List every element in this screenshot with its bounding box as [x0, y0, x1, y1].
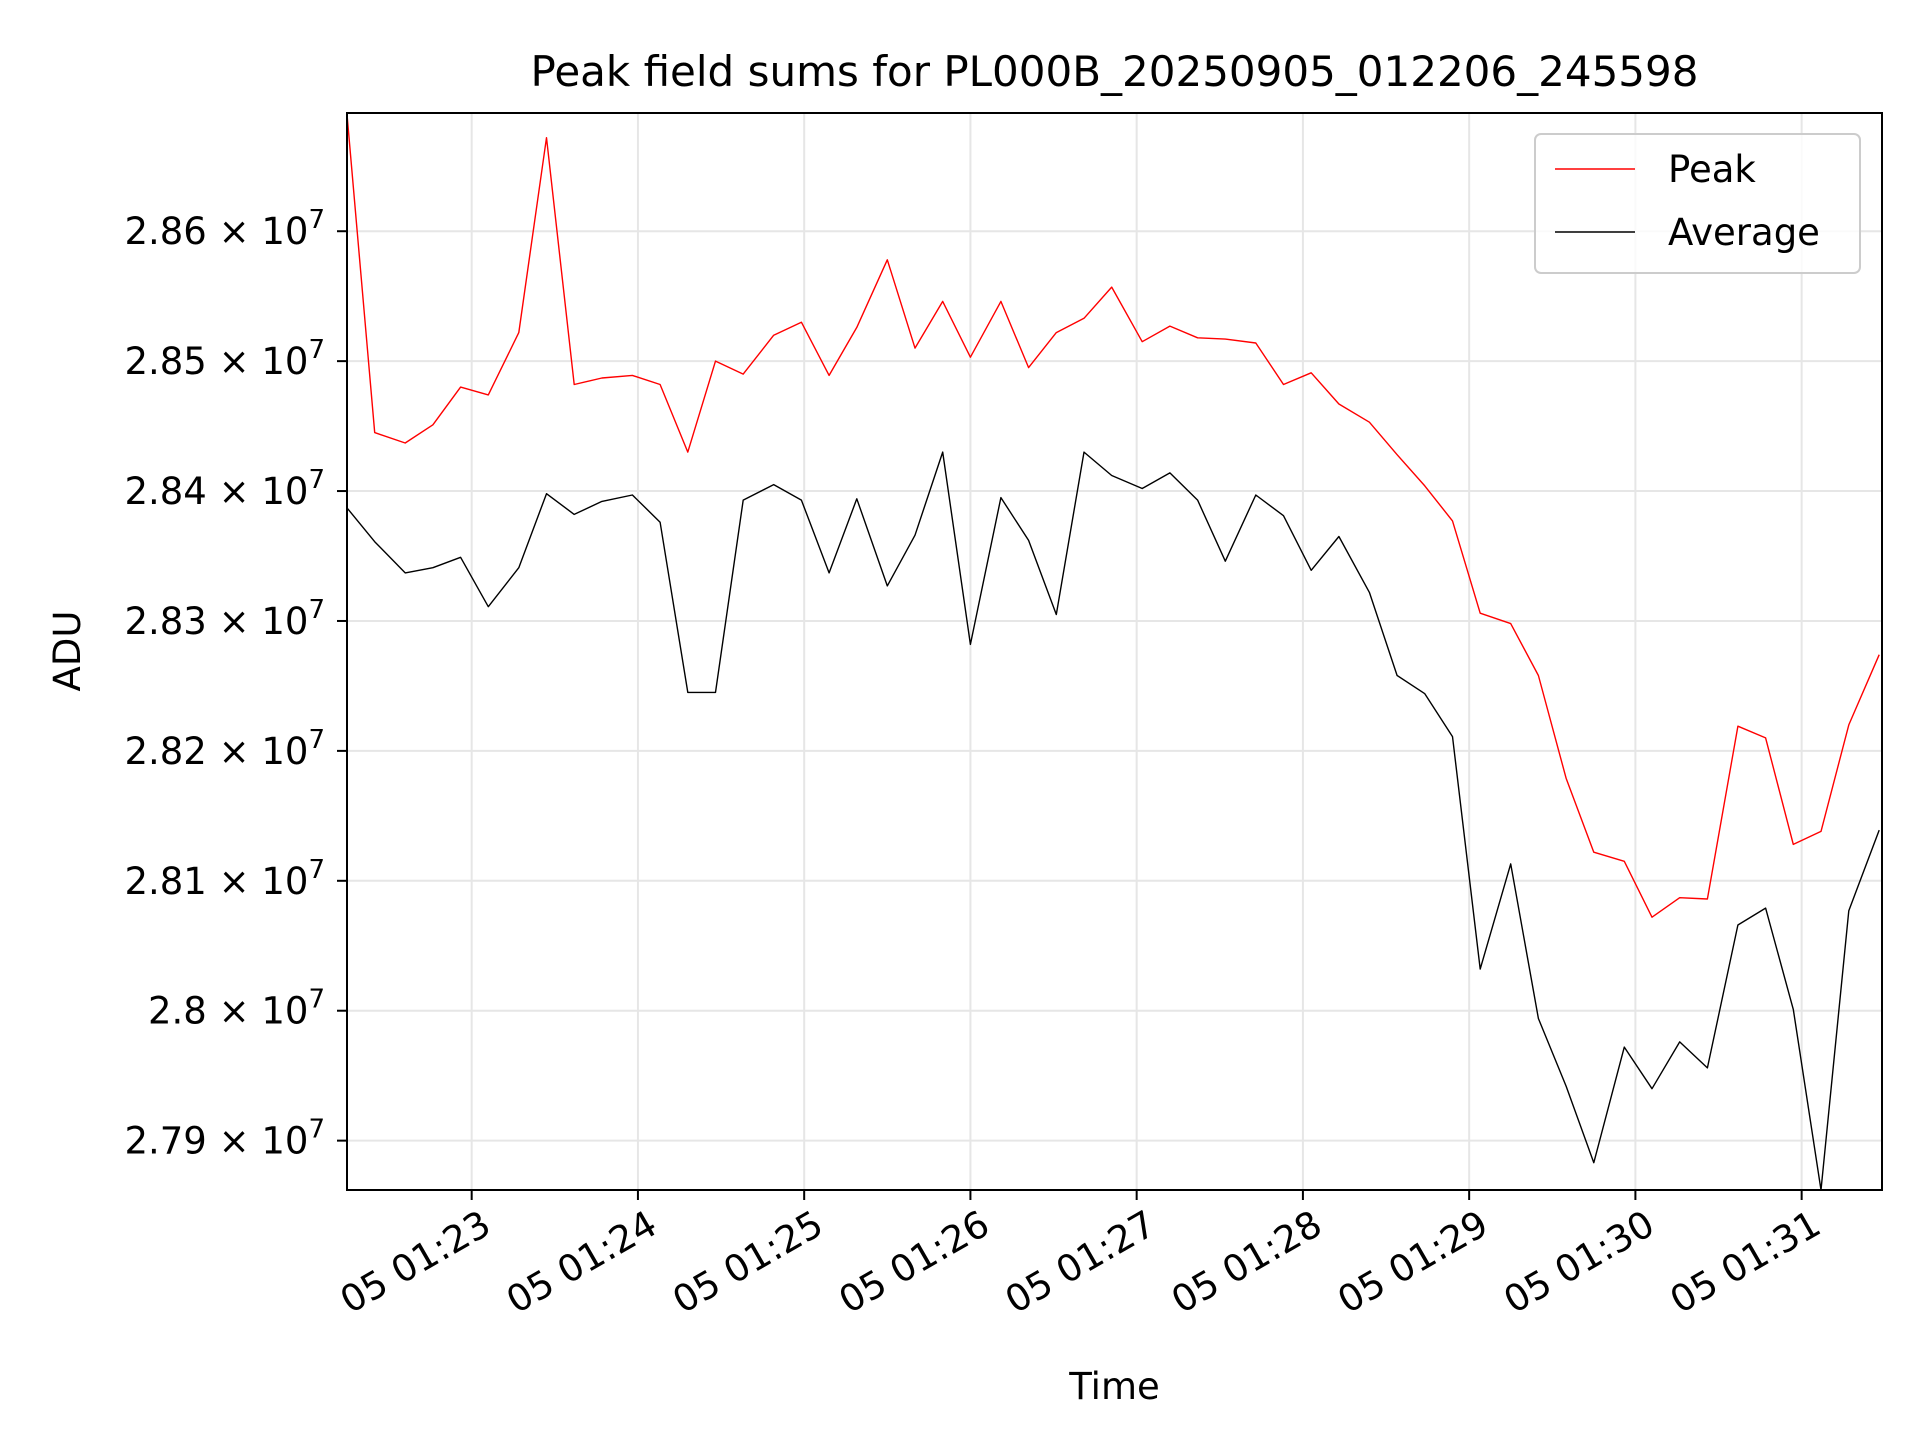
y-axis-label: ADU — [46, 611, 89, 692]
y-tick-label: 2.82 × 107 — [124, 725, 325, 773]
y-tick-exponent: 7 — [308, 725, 325, 755]
plot-frame — [346, 112, 1883, 1191]
y-tick-exponent: 7 — [308, 335, 325, 365]
y-tick-mantissa: 2.86 — [124, 210, 206, 253]
y-tick-multiplier: × 10 — [207, 990, 309, 1033]
y-tick-multiplier: × 10 — [207, 470, 309, 513]
legend: Peak Average — [1534, 133, 1861, 274]
y-tick-mantissa: 2.83 — [124, 600, 206, 643]
y-tick-label: 2.85 × 107 — [124, 335, 325, 383]
y-tick-exponent: 7 — [308, 985, 325, 1015]
y-tick-label: 2.84 × 107 — [124, 465, 325, 513]
y-tick-label: 2.86 × 107 — [124, 205, 325, 253]
legend-label-peak: Peak — [1668, 148, 1756, 191]
y-tick-exponent: 7 — [308, 595, 325, 625]
y-tick-label: 2.83 × 107 — [124, 595, 325, 643]
series-line-average — [347, 451, 1880, 1190]
y-tick-exponent: 7 — [308, 855, 325, 885]
chart-title: Peak field sums for PL000B_20250905_0122… — [531, 47, 1699, 96]
y-tick-multiplier: × 10 — [207, 730, 309, 773]
y-tick-multiplier: × 10 — [207, 860, 309, 903]
y-tick-mantissa: 2.8 — [148, 990, 207, 1033]
y-tick-label: 2.8 × 107 — [148, 985, 325, 1033]
y-tick-mantissa: 2.79 — [124, 1120, 206, 1163]
y-tick-multiplier: × 10 — [207, 600, 309, 643]
legend-label-average: Average — [1668, 211, 1820, 254]
y-tick-mantissa: 2.85 — [124, 340, 206, 383]
grid — [347, 113, 1882, 1190]
y-tick-multiplier: × 10 — [207, 340, 309, 383]
y-tick-mantissa: 2.81 — [124, 860, 206, 903]
y-tick-label: 2.81 × 107 — [124, 855, 325, 903]
x-axis-label: Time — [1068, 1365, 1160, 1408]
series-line-peak — [347, 114, 1880, 918]
y-tick-exponent: 7 — [308, 205, 325, 235]
y-tick-multiplier: × 10 — [207, 1120, 309, 1163]
y-tick-exponent: 7 — [308, 1115, 325, 1145]
y-tick-mantissa: 2.84 — [124, 470, 206, 513]
y-tick-mantissa: 2.82 — [124, 730, 206, 773]
y-tick-label: 2.79 × 107 — [124, 1115, 325, 1163]
y-tick-multiplier: × 10 — [207, 210, 309, 253]
series-layer — [347, 114, 1880, 1190]
y-tick-exponent: 7 — [308, 465, 325, 495]
